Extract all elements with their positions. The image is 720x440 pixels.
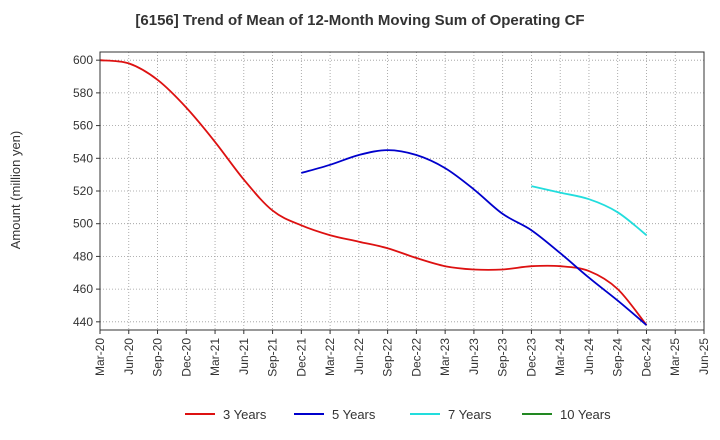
- y-tick-label: 460: [73, 282, 93, 296]
- y-tick-label: 500: [73, 217, 93, 231]
- y-tick-label: 480: [73, 249, 93, 263]
- y-tick-label: 580: [73, 86, 93, 100]
- chart-title: [6156] Trend of Mean of 12-Month Moving …: [135, 12, 584, 29]
- x-tick-label: Jun-23: [467, 338, 481, 375]
- series-line-7-years: [531, 185, 648, 236]
- legend-label: 3 Years: [223, 407, 267, 422]
- legend-label: 10 Years: [560, 407, 611, 422]
- x-tick-label: Sep-20: [151, 338, 165, 377]
- x-tick-label: Mar-23: [438, 338, 452, 376]
- x-tick-label: Jun-22: [352, 338, 366, 375]
- x-tick-label: Jun-21: [237, 338, 251, 375]
- y-axis-ticks: 440 460 480 500 520 540 560 580 600: [73, 53, 100, 329]
- x-tick-label: Jun-20: [122, 338, 136, 375]
- series-line-5-years: [301, 149, 648, 326]
- legend-label: 5 Years: [332, 407, 376, 422]
- x-axis-ticks: Mar-20 Jun-20 Sep-20 Dec-20 Mar-21 Jun-21 Sep-…: [93, 330, 711, 377]
- x-tick-label: Mar-25: [668, 338, 682, 376]
- y-tick-label: 560: [73, 119, 93, 133]
- x-tick-label: Dec-24: [639, 338, 653, 377]
- x-tick-label: Sep-22: [381, 338, 395, 377]
- x-tick-label: Dec-22: [409, 338, 423, 377]
- x-tick-label: Dec-23: [524, 338, 538, 377]
- legend: 3 Years 5 Years 7 Years 10 Years: [185, 407, 611, 422]
- y-tick-label: 540: [73, 151, 93, 165]
- series-line-3-years: [99, 59, 648, 326]
- x-tick-label: Mar-22: [323, 338, 337, 376]
- x-tick-label: Jun-25: [697, 338, 711, 375]
- x-tick-label: Sep-21: [266, 338, 280, 377]
- x-tick-label: Mar-21: [208, 338, 222, 376]
- x-tick-label: Dec-21: [294, 338, 308, 377]
- x-tick-label: Mar-24: [553, 338, 567, 376]
- x-tick-label: Jun-24: [582, 338, 596, 375]
- y-tick-label: 600: [73, 53, 93, 67]
- x-tick-label: Sep-23: [496, 338, 510, 377]
- series-layer: [99, 59, 648, 326]
- y-tick-label: 440: [73, 315, 93, 329]
- y-axis-label: Amount (million yen): [8, 131, 23, 250]
- x-tick-label: Mar-20: [93, 338, 107, 376]
- x-tick-label: Sep-24: [611, 338, 625, 377]
- y-tick-label: 520: [73, 184, 93, 198]
- x-tick-label: Dec-20: [179, 338, 193, 377]
- legend-label: 7 Years: [448, 407, 492, 422]
